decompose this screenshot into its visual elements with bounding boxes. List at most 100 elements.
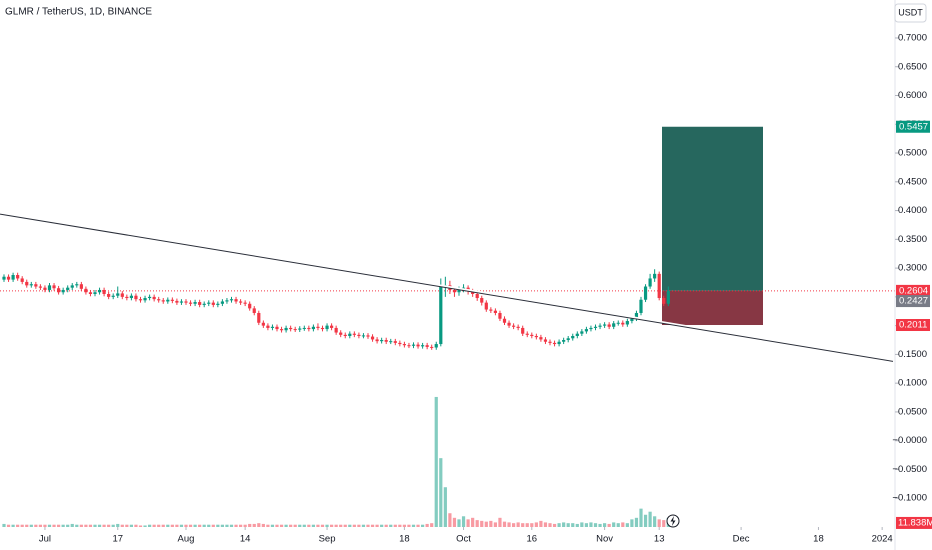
volume-bar xyxy=(11,524,15,527)
x-tick-label: Aug xyxy=(178,534,195,545)
volume-bar xyxy=(284,524,288,527)
x-tick-label: 18 xyxy=(399,534,410,545)
candle-body xyxy=(298,328,302,330)
candle-body xyxy=(248,303,252,309)
volume-bar xyxy=(120,524,124,527)
candle-body xyxy=(507,322,511,326)
candle-body xyxy=(84,288,88,293)
candle-body xyxy=(584,329,588,332)
volume-bar xyxy=(184,524,188,527)
candle-body xyxy=(11,275,15,280)
candle-body xyxy=(384,340,388,342)
candle-body xyxy=(57,288,61,293)
volume-bar xyxy=(630,519,634,527)
volume-bar xyxy=(129,524,133,527)
volume-bar xyxy=(97,524,102,527)
candle-body xyxy=(357,334,361,336)
candle-body xyxy=(366,335,370,337)
candle-body xyxy=(311,326,315,330)
volume-bar xyxy=(480,520,484,527)
candle-body xyxy=(243,302,247,304)
volume-bar xyxy=(229,524,234,527)
volume-bar xyxy=(521,523,525,527)
volume-bar xyxy=(170,524,174,527)
currency-button[interactable] xyxy=(894,3,927,23)
candle-body xyxy=(607,324,611,327)
volume-bar xyxy=(320,524,325,527)
volume-bar xyxy=(653,516,657,527)
volume-bar xyxy=(302,524,306,527)
candle-body xyxy=(575,333,579,336)
candle-body xyxy=(193,302,197,304)
volume-bar xyxy=(530,523,534,527)
volume-bar xyxy=(52,524,56,527)
volume-bar xyxy=(270,524,275,527)
candle-body xyxy=(639,299,643,313)
volume-bar xyxy=(525,523,529,527)
volume-bar xyxy=(603,523,607,527)
candle-body xyxy=(293,329,297,331)
volume-bar xyxy=(461,516,466,527)
candle-body xyxy=(348,333,352,336)
candle-body xyxy=(52,285,56,289)
y-tick-label: 0.0500 xyxy=(898,406,927,417)
candle-body xyxy=(512,325,516,327)
y-tick-label: 0.6500 xyxy=(898,61,927,72)
volume-bar xyxy=(298,524,302,527)
y-tick-label: 0.7000 xyxy=(898,32,927,43)
volume-bar xyxy=(607,523,611,527)
trend-line-shadow xyxy=(0,213,894,362)
volume-bar xyxy=(325,524,329,527)
candle-body xyxy=(143,298,147,301)
volume-bar xyxy=(343,524,347,527)
volume-bar xyxy=(357,524,361,527)
candle-body xyxy=(589,327,593,330)
y-tick-label: 0.6000 xyxy=(898,90,927,101)
candle-body xyxy=(389,341,393,343)
candle-body xyxy=(43,287,47,290)
price-tag xyxy=(896,319,930,332)
candle-body xyxy=(234,299,238,302)
volume-bar xyxy=(398,524,402,527)
candle-body xyxy=(603,324,607,326)
candle-body xyxy=(334,327,338,333)
candle-body xyxy=(70,285,74,288)
volume-bar xyxy=(75,524,79,527)
volume-bar xyxy=(489,520,493,527)
candle-body xyxy=(634,312,639,319)
volume-bar xyxy=(648,511,652,527)
volume-bar xyxy=(443,487,447,527)
candle-body xyxy=(398,342,402,345)
stop-zone xyxy=(662,290,763,326)
candle-body xyxy=(166,299,170,302)
candle-body xyxy=(380,340,384,342)
candle-body xyxy=(289,327,293,330)
candle-body xyxy=(612,323,616,327)
candle-body xyxy=(275,326,279,330)
candle-body xyxy=(566,338,570,341)
candle-body xyxy=(552,342,557,345)
volume-bar xyxy=(107,524,111,527)
candle-body xyxy=(411,344,416,346)
volume-bar xyxy=(70,523,74,527)
candle-body xyxy=(316,326,320,328)
volume-bar xyxy=(157,524,161,527)
volume-bar xyxy=(439,458,443,527)
volume-tag xyxy=(896,516,932,529)
candle-body xyxy=(102,289,106,294)
volume-bar xyxy=(43,524,47,527)
volume-bar xyxy=(534,522,538,527)
candle-body xyxy=(434,344,438,348)
candle-body xyxy=(6,276,11,280)
candle-body xyxy=(120,293,124,297)
volume-bar xyxy=(516,522,520,527)
volume-bar xyxy=(207,524,211,527)
volume-bar xyxy=(466,519,470,527)
candle-body xyxy=(229,299,234,301)
replay-icon[interactable] xyxy=(666,514,680,528)
currency-label[interactable]: USDT xyxy=(898,7,923,17)
candle-body xyxy=(534,335,538,338)
volume-bar xyxy=(425,523,429,527)
candle-body xyxy=(25,281,29,286)
y-tick-label: 0.1000 xyxy=(898,378,927,389)
